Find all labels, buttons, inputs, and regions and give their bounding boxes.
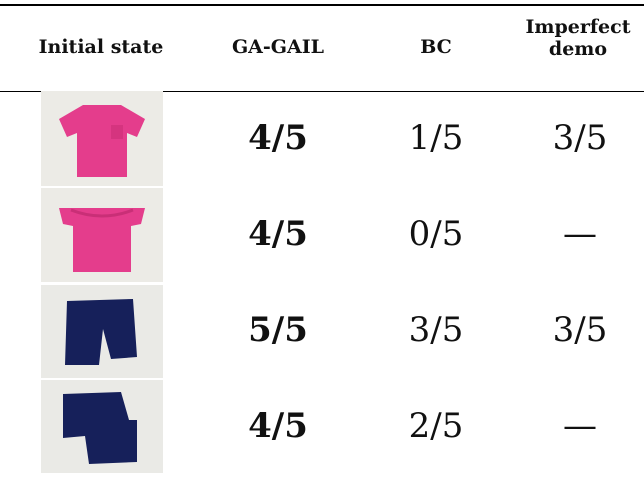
cell: 3/5 xyxy=(408,310,464,350)
header-cell: Initial state xyxy=(38,36,164,58)
cell: 0/5 xyxy=(408,214,464,254)
cell: 4/5 xyxy=(248,118,308,158)
initial-state-image xyxy=(41,285,163,378)
initial-state-image xyxy=(41,188,163,282)
cell: 3/5 xyxy=(552,118,608,158)
header-cell: BC xyxy=(420,36,452,58)
cell: 1/5 xyxy=(408,118,464,158)
cell: 5/5 xyxy=(248,310,308,350)
initial-state-image xyxy=(41,380,163,473)
cell: 3/5 xyxy=(552,310,608,350)
cell: 4/5 xyxy=(248,214,308,254)
header-cell: Imperfect demo xyxy=(525,16,631,60)
header-cell: GA-GAIL xyxy=(231,36,325,58)
cell: — xyxy=(563,406,597,446)
cell: — xyxy=(563,214,597,254)
cell: 2/5 xyxy=(408,406,464,446)
cell: 4/5 xyxy=(248,406,308,446)
top-rule xyxy=(0,4,644,6)
mid-rule xyxy=(0,91,644,92)
initial-state-image xyxy=(41,91,163,186)
